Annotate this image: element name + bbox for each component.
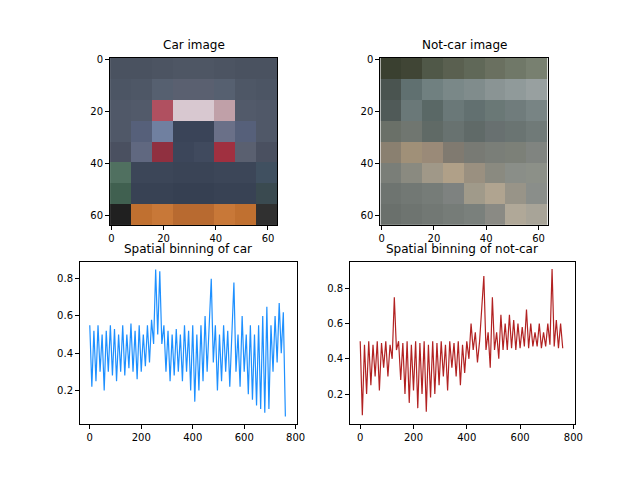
svg-text:600: 600: [235, 432, 254, 443]
svg-text:600: 600: [511, 432, 530, 443]
svg-text:40: 40: [90, 158, 103, 169]
svg-text:60: 60: [262, 233, 275, 244]
svg-text:0: 0: [357, 432, 363, 443]
svg-text:800: 800: [564, 432, 583, 443]
svg-text:0.2: 0.2: [327, 389, 343, 400]
svg-text:Car image: Car image: [163, 38, 225, 52]
svg-text:800: 800: [286, 432, 305, 443]
svg-text:0: 0: [378, 233, 384, 244]
svg-text:0: 0: [367, 54, 373, 65]
svg-text:0: 0: [97, 54, 103, 65]
svg-text:0.8: 0.8: [57, 273, 73, 284]
svg-text:0.4: 0.4: [327, 353, 343, 364]
svg-text:20: 20: [90, 106, 103, 117]
svg-text:400: 400: [457, 432, 476, 443]
svg-text:40: 40: [361, 158, 374, 169]
svg-text:20: 20: [361, 106, 374, 117]
svg-text:0.6: 0.6: [57, 310, 73, 321]
svg-text:200: 200: [132, 432, 151, 443]
svg-text:0.8: 0.8: [327, 283, 343, 294]
svg-text:60: 60: [361, 210, 374, 221]
svg-text:0.4: 0.4: [57, 348, 73, 359]
svg-text:0: 0: [108, 233, 114, 244]
svg-text:60: 60: [532, 233, 545, 244]
svg-text:0.2: 0.2: [57, 385, 73, 396]
svg-text:0: 0: [87, 432, 93, 443]
svg-text:Spatial binning of not-car: Spatial binning of not-car: [386, 242, 538, 256]
svg-text:200: 200: [404, 432, 423, 443]
svg-text:20: 20: [428, 233, 441, 244]
svg-text:60: 60: [90, 210, 103, 221]
svg-text:20: 20: [157, 233, 170, 244]
svg-text:0.6: 0.6: [327, 318, 343, 329]
svg-text:Spatial binning of car: Spatial binning of car: [124, 242, 252, 256]
svg-text:400: 400: [183, 432, 202, 443]
svg-text:40: 40: [480, 233, 493, 244]
svg-text:Not-car image: Not-car image: [422, 38, 507, 52]
svg-text:40: 40: [209, 233, 222, 244]
